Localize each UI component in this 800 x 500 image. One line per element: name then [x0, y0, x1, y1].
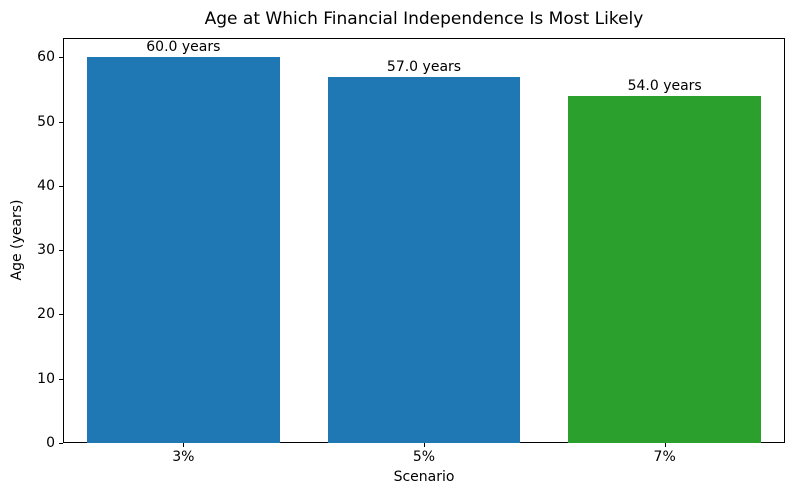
bar-7% [568, 95, 761, 443]
x-axis-label: Scenario [393, 469, 455, 485]
y-tick-label: 50 [37, 113, 55, 130]
x-tick-mark [664, 443, 666, 447]
bar-3% [87, 57, 280, 443]
y-tick-label: 40 [37, 177, 55, 194]
y-tick-mark [59, 250, 63, 252]
y-tick-label: 60 [37, 49, 55, 66]
y-tick-mark [59, 121, 63, 123]
y-tick-label: 0 [46, 435, 55, 451]
y-tick-mark [59, 185, 63, 187]
y-tick-mark [59, 57, 63, 59]
y-tick-mark [59, 443, 63, 444]
x-tick-mark [183, 443, 185, 447]
y-axis-label: Age (years) [9, 199, 25, 281]
bar-value-label: 54.0 years [627, 77, 702, 94]
bar-5% [327, 76, 521, 443]
y-tick-label: 30 [37, 242, 55, 259]
x-tick-label: 7% [653, 449, 676, 465]
chart-title: Age at Which Financial Independence Is M… [204, 9, 644, 29]
x-tick-mark [424, 443, 425, 447]
y-tick-mark [59, 378, 63, 380]
y-tick-label: 20 [37, 306, 55, 323]
x-tick-label: 3% [172, 449, 195, 465]
x-tick-label: 5% [412, 449, 436, 465]
y-tick-label: 10 [37, 370, 55, 387]
bar-value-label: 57.0 years [386, 58, 462, 75]
y-tick-mark [59, 314, 63, 316]
bar-value-label: 60.0 years [146, 39, 221, 56]
